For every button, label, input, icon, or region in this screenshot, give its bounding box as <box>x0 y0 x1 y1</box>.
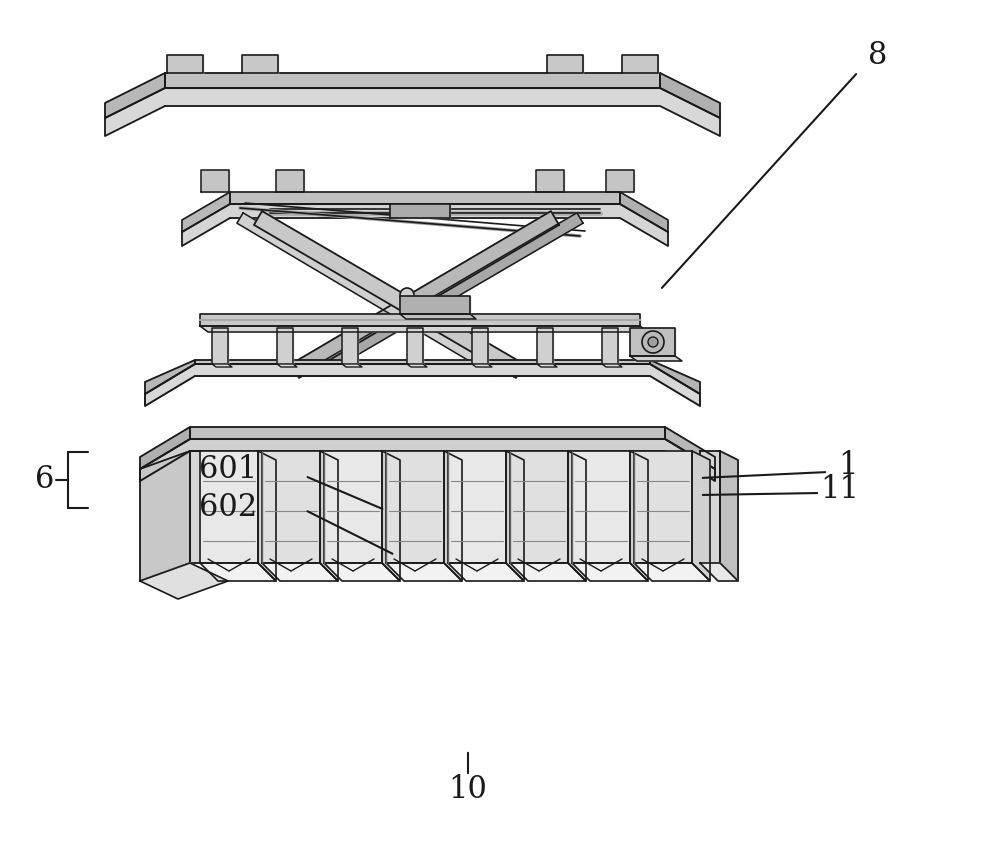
Polygon shape <box>386 563 462 581</box>
Polygon shape <box>382 451 400 581</box>
Polygon shape <box>140 451 190 581</box>
Polygon shape <box>190 451 210 563</box>
Polygon shape <box>140 563 228 599</box>
Polygon shape <box>140 427 190 469</box>
Text: 6: 6 <box>35 464 55 495</box>
Polygon shape <box>630 328 675 356</box>
Polygon shape <box>105 88 720 136</box>
Polygon shape <box>510 563 586 581</box>
Polygon shape <box>230 192 620 204</box>
Polygon shape <box>315 213 583 376</box>
Polygon shape <box>258 451 276 581</box>
Polygon shape <box>630 356 682 361</box>
Polygon shape <box>692 451 710 581</box>
Polygon shape <box>630 451 648 581</box>
Polygon shape <box>237 213 501 376</box>
Polygon shape <box>660 73 720 118</box>
Polygon shape <box>200 563 276 581</box>
Polygon shape <box>165 73 660 88</box>
Polygon shape <box>390 204 450 218</box>
Polygon shape <box>140 439 715 481</box>
Polygon shape <box>342 364 362 367</box>
Polygon shape <box>400 314 476 319</box>
Polygon shape <box>324 563 400 581</box>
Polygon shape <box>182 192 230 232</box>
Polygon shape <box>276 170 304 192</box>
Polygon shape <box>212 364 232 367</box>
Polygon shape <box>720 451 738 581</box>
Polygon shape <box>200 314 640 326</box>
Circle shape <box>400 288 414 302</box>
Polygon shape <box>212 328 228 364</box>
Polygon shape <box>444 451 462 581</box>
Polygon shape <box>242 55 278 73</box>
Polygon shape <box>448 451 506 563</box>
Polygon shape <box>547 55 583 73</box>
Polygon shape <box>277 364 297 367</box>
Polygon shape <box>190 427 665 439</box>
Polygon shape <box>105 73 165 118</box>
Polygon shape <box>262 451 320 563</box>
Polygon shape <box>602 364 622 367</box>
Polygon shape <box>200 451 258 563</box>
Polygon shape <box>407 364 427 367</box>
Polygon shape <box>448 563 524 581</box>
Polygon shape <box>200 326 648 332</box>
Polygon shape <box>145 360 195 394</box>
Polygon shape <box>145 364 700 406</box>
Polygon shape <box>572 563 648 581</box>
Text: 601: 601 <box>199 455 257 486</box>
Polygon shape <box>320 451 338 581</box>
Polygon shape <box>634 451 692 563</box>
Polygon shape <box>634 563 710 581</box>
Polygon shape <box>536 170 564 192</box>
Text: 11: 11 <box>820 475 860 506</box>
Polygon shape <box>568 451 586 581</box>
Polygon shape <box>537 328 553 364</box>
Polygon shape <box>620 192 668 232</box>
Polygon shape <box>342 328 358 364</box>
Polygon shape <box>622 55 658 73</box>
Text: 602: 602 <box>199 493 257 524</box>
Polygon shape <box>700 563 738 581</box>
Circle shape <box>648 337 658 347</box>
Polygon shape <box>537 364 557 367</box>
Polygon shape <box>277 328 293 364</box>
Polygon shape <box>262 563 338 581</box>
Polygon shape <box>602 328 618 364</box>
Polygon shape <box>650 360 700 394</box>
Polygon shape <box>572 451 630 563</box>
Polygon shape <box>407 328 423 364</box>
Polygon shape <box>195 360 650 364</box>
Polygon shape <box>506 451 524 581</box>
Polygon shape <box>182 204 668 246</box>
Polygon shape <box>324 451 382 563</box>
Polygon shape <box>510 451 568 563</box>
Circle shape <box>642 331 664 353</box>
Polygon shape <box>386 451 444 563</box>
Polygon shape <box>472 328 488 364</box>
Polygon shape <box>700 451 720 563</box>
Polygon shape <box>665 427 715 469</box>
Polygon shape <box>167 55 203 73</box>
Text: 8: 8 <box>868 40 888 70</box>
Text: 10: 10 <box>449 774 487 805</box>
Polygon shape <box>606 170 634 192</box>
Polygon shape <box>201 170 229 192</box>
Polygon shape <box>400 296 470 314</box>
Polygon shape <box>291 211 559 378</box>
Text: 1: 1 <box>838 449 858 481</box>
Polygon shape <box>472 364 492 367</box>
Polygon shape <box>254 211 524 378</box>
